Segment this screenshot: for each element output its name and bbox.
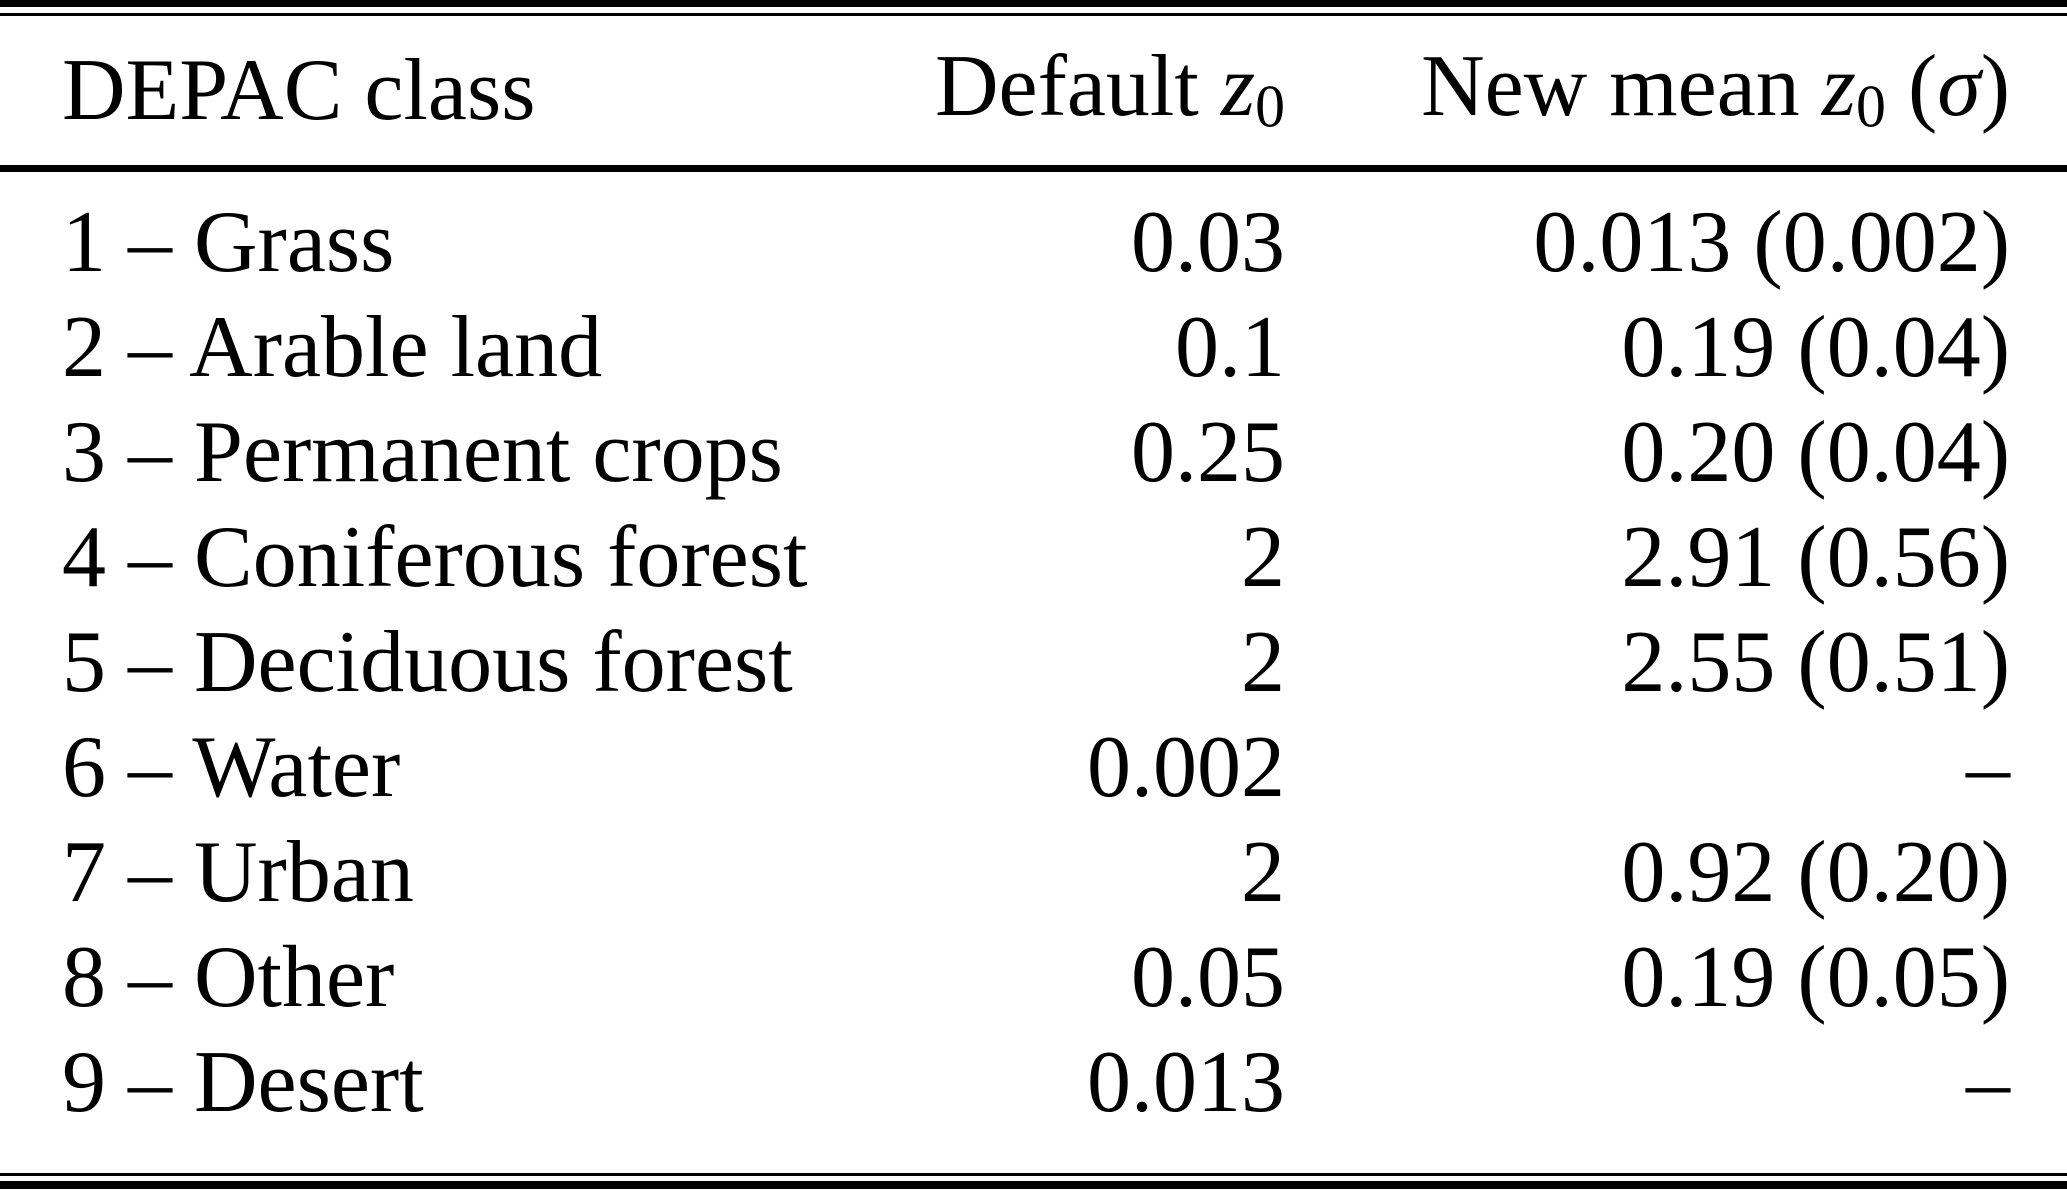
table-row: 4 – Coniferous forest 2 2.91 (0.56) [0, 505, 2067, 610]
cell-default-z0: 0.03 [1131, 193, 1285, 291]
header-cell-default-z0: Default z0 [934, 38, 1285, 140]
cell-depac-class: 5 – Deciduous forest [62, 613, 793, 711]
cell-new-mean-z0: 2.55 (0.51) [1621, 613, 2010, 711]
cell-new-mean-z0: 0.20 (0.04) [1621, 403, 2010, 501]
cell-default-z0: 2 [1241, 508, 1285, 606]
cell-depac-class: 9 – Desert [62, 1033, 424, 1131]
cell-default-z0: 0.002 [1087, 718, 1285, 816]
top-rule-thick-line [0, 0, 2067, 7]
header-cell-depac-class: DEPAC class [62, 41, 536, 139]
cell-depac-class: 7 – Urban [62, 823, 414, 921]
table-row: 8 – Other 0.05 0.19 (0.05) [0, 925, 2067, 1030]
table-row: 9 – Desert 0.013 – [0, 1030, 2067, 1135]
cell-new-mean-z0: 2.91 (0.56) [1621, 508, 2010, 606]
cell-new-mean-z0: – [1966, 1033, 2010, 1131]
table-row: 5 – Deciduous forest 2 2.55 (0.51) [0, 610, 2067, 715]
cell-default-z0: 0.013 [1087, 1033, 1285, 1131]
cell-depac-class: 8 – Other [62, 928, 395, 1026]
cell-new-mean-z0: 0.92 (0.20) [1621, 823, 2010, 921]
table-row: 6 – Water 0.002 – [0, 715, 2067, 820]
table-row: 1 – Grass 0.03 0.013 (0.002) [0, 190, 2067, 295]
cell-default-z0: 2 [1241, 823, 1285, 921]
cell-default-z0: 0.05 [1131, 928, 1285, 1026]
cell-default-z0: 0.25 [1131, 403, 1285, 501]
bottom-rule-thin-line [0, 1173, 2067, 1176]
cell-depac-class: 1 – Grass [62, 193, 395, 291]
bottom-rule-thick-line [0, 1181, 2067, 1189]
table-row: 7 – Urban 2 0.92 (0.20) [0, 820, 2067, 925]
cell-depac-class: 4 – Coniferous forest [62, 508, 808, 606]
cell-new-mean-z0: 0.19 (0.05) [1621, 928, 2010, 1026]
table-row: 2 – Arable land 0.1 0.19 (0.04) [0, 295, 2067, 400]
cell-default-z0: 0.1 [1175, 298, 1285, 396]
cell-depac-class: 2 – Arable land [62, 298, 603, 396]
header-separator-rule [0, 165, 2067, 172]
cell-new-mean-z0: 0.013 (0.002) [1533, 193, 2010, 291]
cell-new-mean-z0: – [1966, 718, 2010, 816]
cell-depac-class: 3 – Permanent crops [62, 403, 783, 501]
cell-depac-class: 6 – Water [62, 718, 401, 816]
table-body: 1 – Grass 0.03 0.013 (0.002) 2 – Arable lan… [0, 190, 2067, 1135]
table-header-row: DEPAC class Default z0 New mean z0 (σ) [0, 16, 2067, 165]
top-rule-thin-line [0, 13, 2067, 16]
header-cell-new-mean-z0: New mean z0 (σ) [1421, 38, 2010, 140]
cell-default-z0: 2 [1241, 613, 1285, 711]
table-row: 3 – Permanent crops 0.25 0.20 (0.04) [0, 400, 2067, 505]
cell-new-mean-z0: 0.19 (0.04) [1621, 298, 2010, 396]
